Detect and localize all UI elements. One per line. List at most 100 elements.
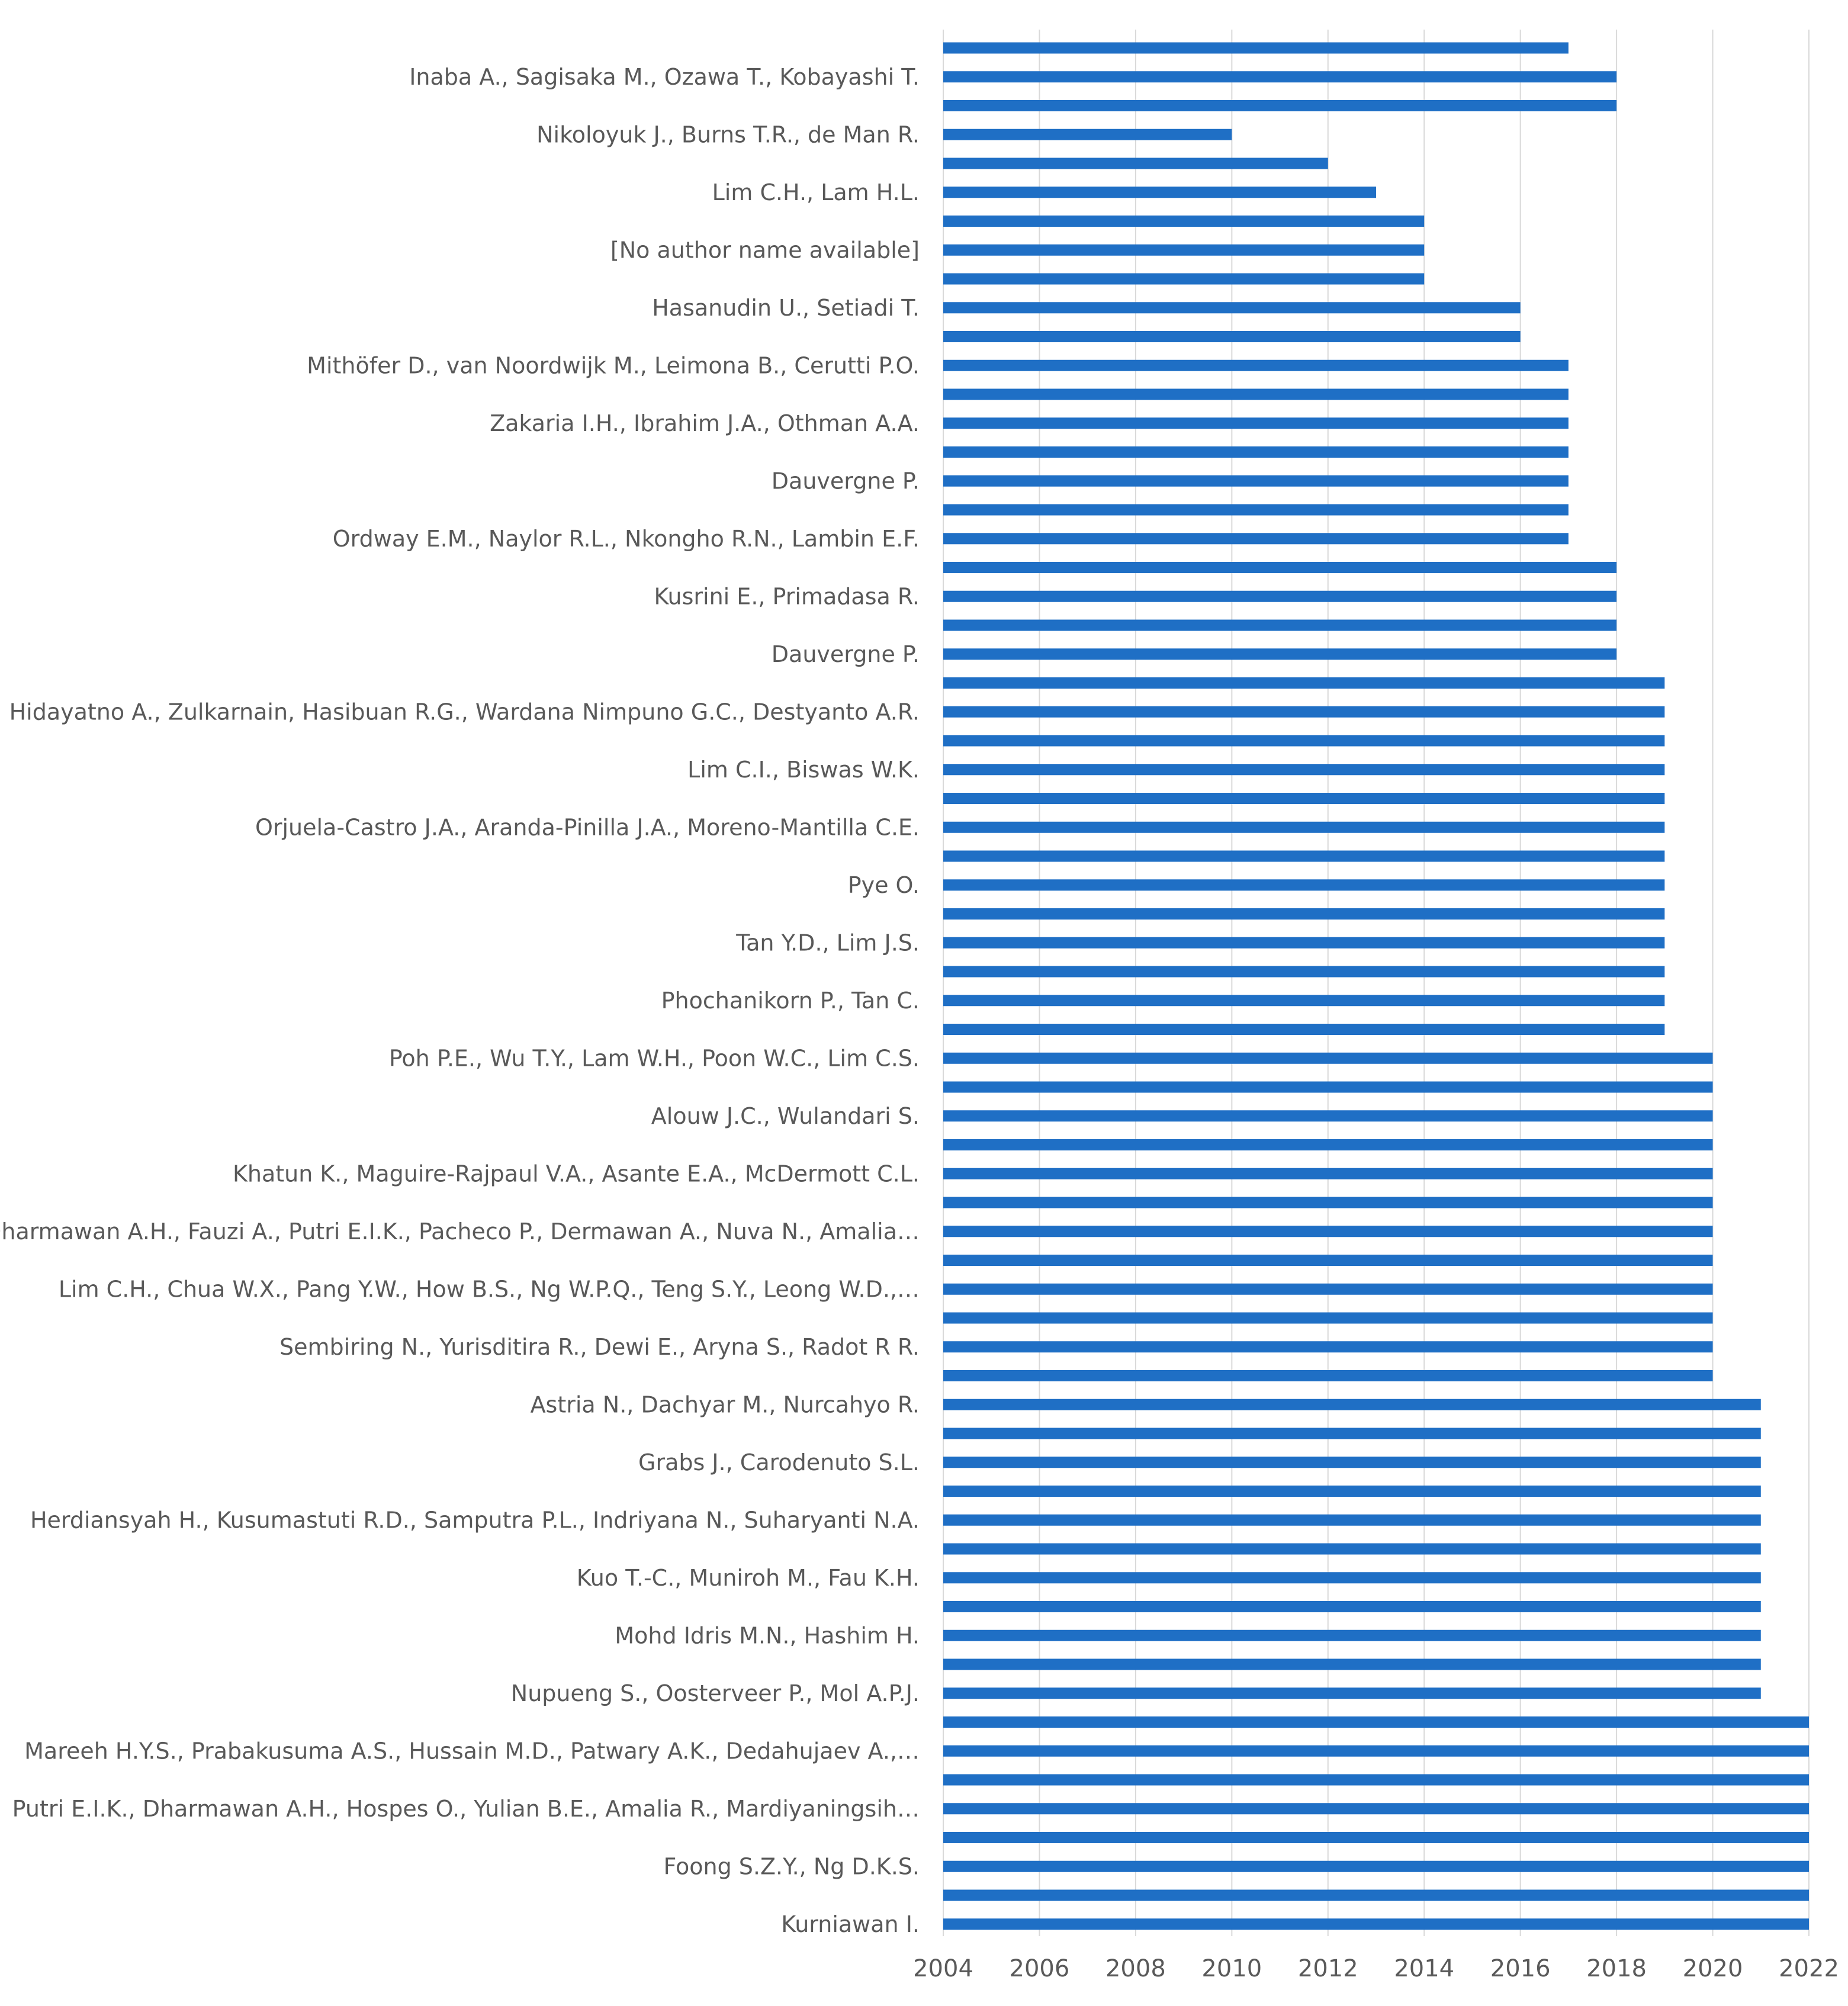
bar [943,359,1569,371]
category-label: Lim C.I., Biswas W.K. [687,757,920,783]
bar [943,1514,1761,1526]
x-tick-label: 2022 [1779,1955,1839,1982]
category-label: Nikoloyuk J., Burns T.R., de Man R. [536,121,920,147]
category-label: Hidayatno A., Zulkarnain, Hasibuan R.G.,… [9,699,920,725]
bar [943,1226,1713,1237]
bar [943,1399,1761,1410]
bar [943,128,1232,140]
bar [943,1687,1761,1699]
category-label: Alouw J.C., Wulandari S. [651,1103,920,1129]
x-axis-ticks: 2004 2006 2008 2010 2012 2014 2016 2018 2020 2022 [913,1955,1839,1982]
bar [943,1139,1713,1150]
bar [943,1457,1761,1468]
category-label: Grabs J., Carodenuto S.L. [638,1449,920,1475]
bar [943,764,1665,776]
category-label: Mohd Idris M.N., Hashim H. [615,1622,920,1648]
x-tick-label: 2016 [1490,1955,1551,1982]
category-label: Phochanikorn P., Tan C. [661,988,920,1014]
bar [943,302,1521,314]
category-label: Mithöfer D., van Noordwijk M., Leimona B… [307,352,920,378]
bar [943,937,1665,949]
bar [943,1572,1761,1584]
bar [943,1918,1809,1930]
category-labels: Inaba A., Sagisaka M., Ozawa T., Kobayas… [0,64,920,1937]
category-label: Dauvergne P. [772,641,920,667]
bar [943,677,1665,689]
bar [943,706,1665,718]
category-label: Lim C.H., Lam H.L. [712,179,920,205]
bar [943,821,1665,833]
category-label: Astria N., Dachyar M., Nurcahyo R. [531,1391,920,1417]
bar [943,1052,1713,1064]
bar [943,475,1569,487]
category-label: Kurniawan I. [781,1911,920,1937]
bars [943,42,1809,1930]
bar [943,1658,1761,1670]
bar [943,1486,1761,1497]
x-tick-label: 2012 [1298,1955,1358,1982]
bar [943,1341,1713,1353]
bar [943,331,1521,342]
category-label: Tan Y.D., Lim J.S. [735,930,920,956]
category-label: Inaba A., Sagisaka M., Ozawa T., Kobayas… [409,64,920,90]
bar [943,187,1376,198]
bar [943,388,1569,400]
category-label: Sembiring N., Yurisditira R., Dewi E., A… [279,1334,920,1360]
category-label: Lim C.H., Chua W.X., Pang Y.W., How B.S.… [59,1276,920,1302]
bar [943,1860,1809,1872]
category-label: Putri E.I.K., Dharmawan A.H., Hospes O.,… [12,1796,920,1822]
bar [943,1024,1665,1035]
bar [943,735,1665,747]
bar [943,1283,1713,1295]
bar [943,1716,1809,1728]
bar [943,1543,1761,1555]
bar [943,1889,1809,1901]
bar [943,1255,1713,1266]
category-label: Khatun K., Maguire-Rajpaul V.A., Asante … [233,1160,920,1187]
bar [943,1629,1761,1641]
x-tick-label: 2004 [913,1955,973,1982]
bar [943,1110,1713,1122]
category-label: [No author name available] [610,237,920,263]
bar [943,1370,1713,1381]
category-label: Dauvergne P. [772,468,920,494]
x-tick-label: 2006 [1010,1955,1070,1982]
category-label: Pye O. [848,872,920,898]
bar [943,648,1617,660]
bar [943,417,1569,429]
category-label: Kusrini E., Primadasa R. [654,583,920,609]
bar [943,908,1665,920]
category-label: Herdiansyah H., Kusumastuti R.D., Samput… [30,1507,920,1533]
category-label: Nupueng S., Oosterveer P., Mol A.P.J. [511,1680,920,1706]
bar [943,446,1569,458]
category-label: Foong S.Z.Y., Ng D.K.S. [663,1853,920,1879]
x-tick-label: 2008 [1105,1955,1166,1982]
gridlines [943,30,1810,1936]
bar [943,793,1665,804]
bar [943,1197,1713,1208]
category-label: Poh P.E., Wu T.Y., Lam W.H., Poon W.C., … [389,1045,920,1071]
bar [943,1312,1713,1324]
bar [943,504,1569,516]
x-tick-label: 2010 [1201,1955,1262,1982]
bar [943,1832,1809,1843]
category-label: Dharmawan A.H., Fauzi A., Putri E.I.K., … [0,1219,920,1245]
bar [943,995,1665,1007]
category-label: Orjuela-Castro J.A., Aranda-Pinilla J.A.… [255,814,920,840]
category-label: Ordway E.M., Naylor R.L., Nkongho R.N., … [333,526,920,552]
bar [943,533,1569,545]
bar [943,100,1617,111]
category-label: Hasanudin U., Setiadi T. [652,295,920,321]
category-label: Mareeh H.Y.S., Prabakusuma A.S., Hussain… [24,1738,920,1764]
bar [943,879,1665,891]
bar [943,1745,1809,1757]
x-tick-label: 2018 [1586,1955,1647,1982]
bar [943,590,1617,602]
bar [943,1803,1809,1815]
bar [943,619,1617,631]
bar [943,244,1425,256]
bar [943,216,1425,227]
category-label: Zakaria I.H., Ibrahim J.A., Othman A.A. [490,410,920,436]
bar [943,966,1665,978]
